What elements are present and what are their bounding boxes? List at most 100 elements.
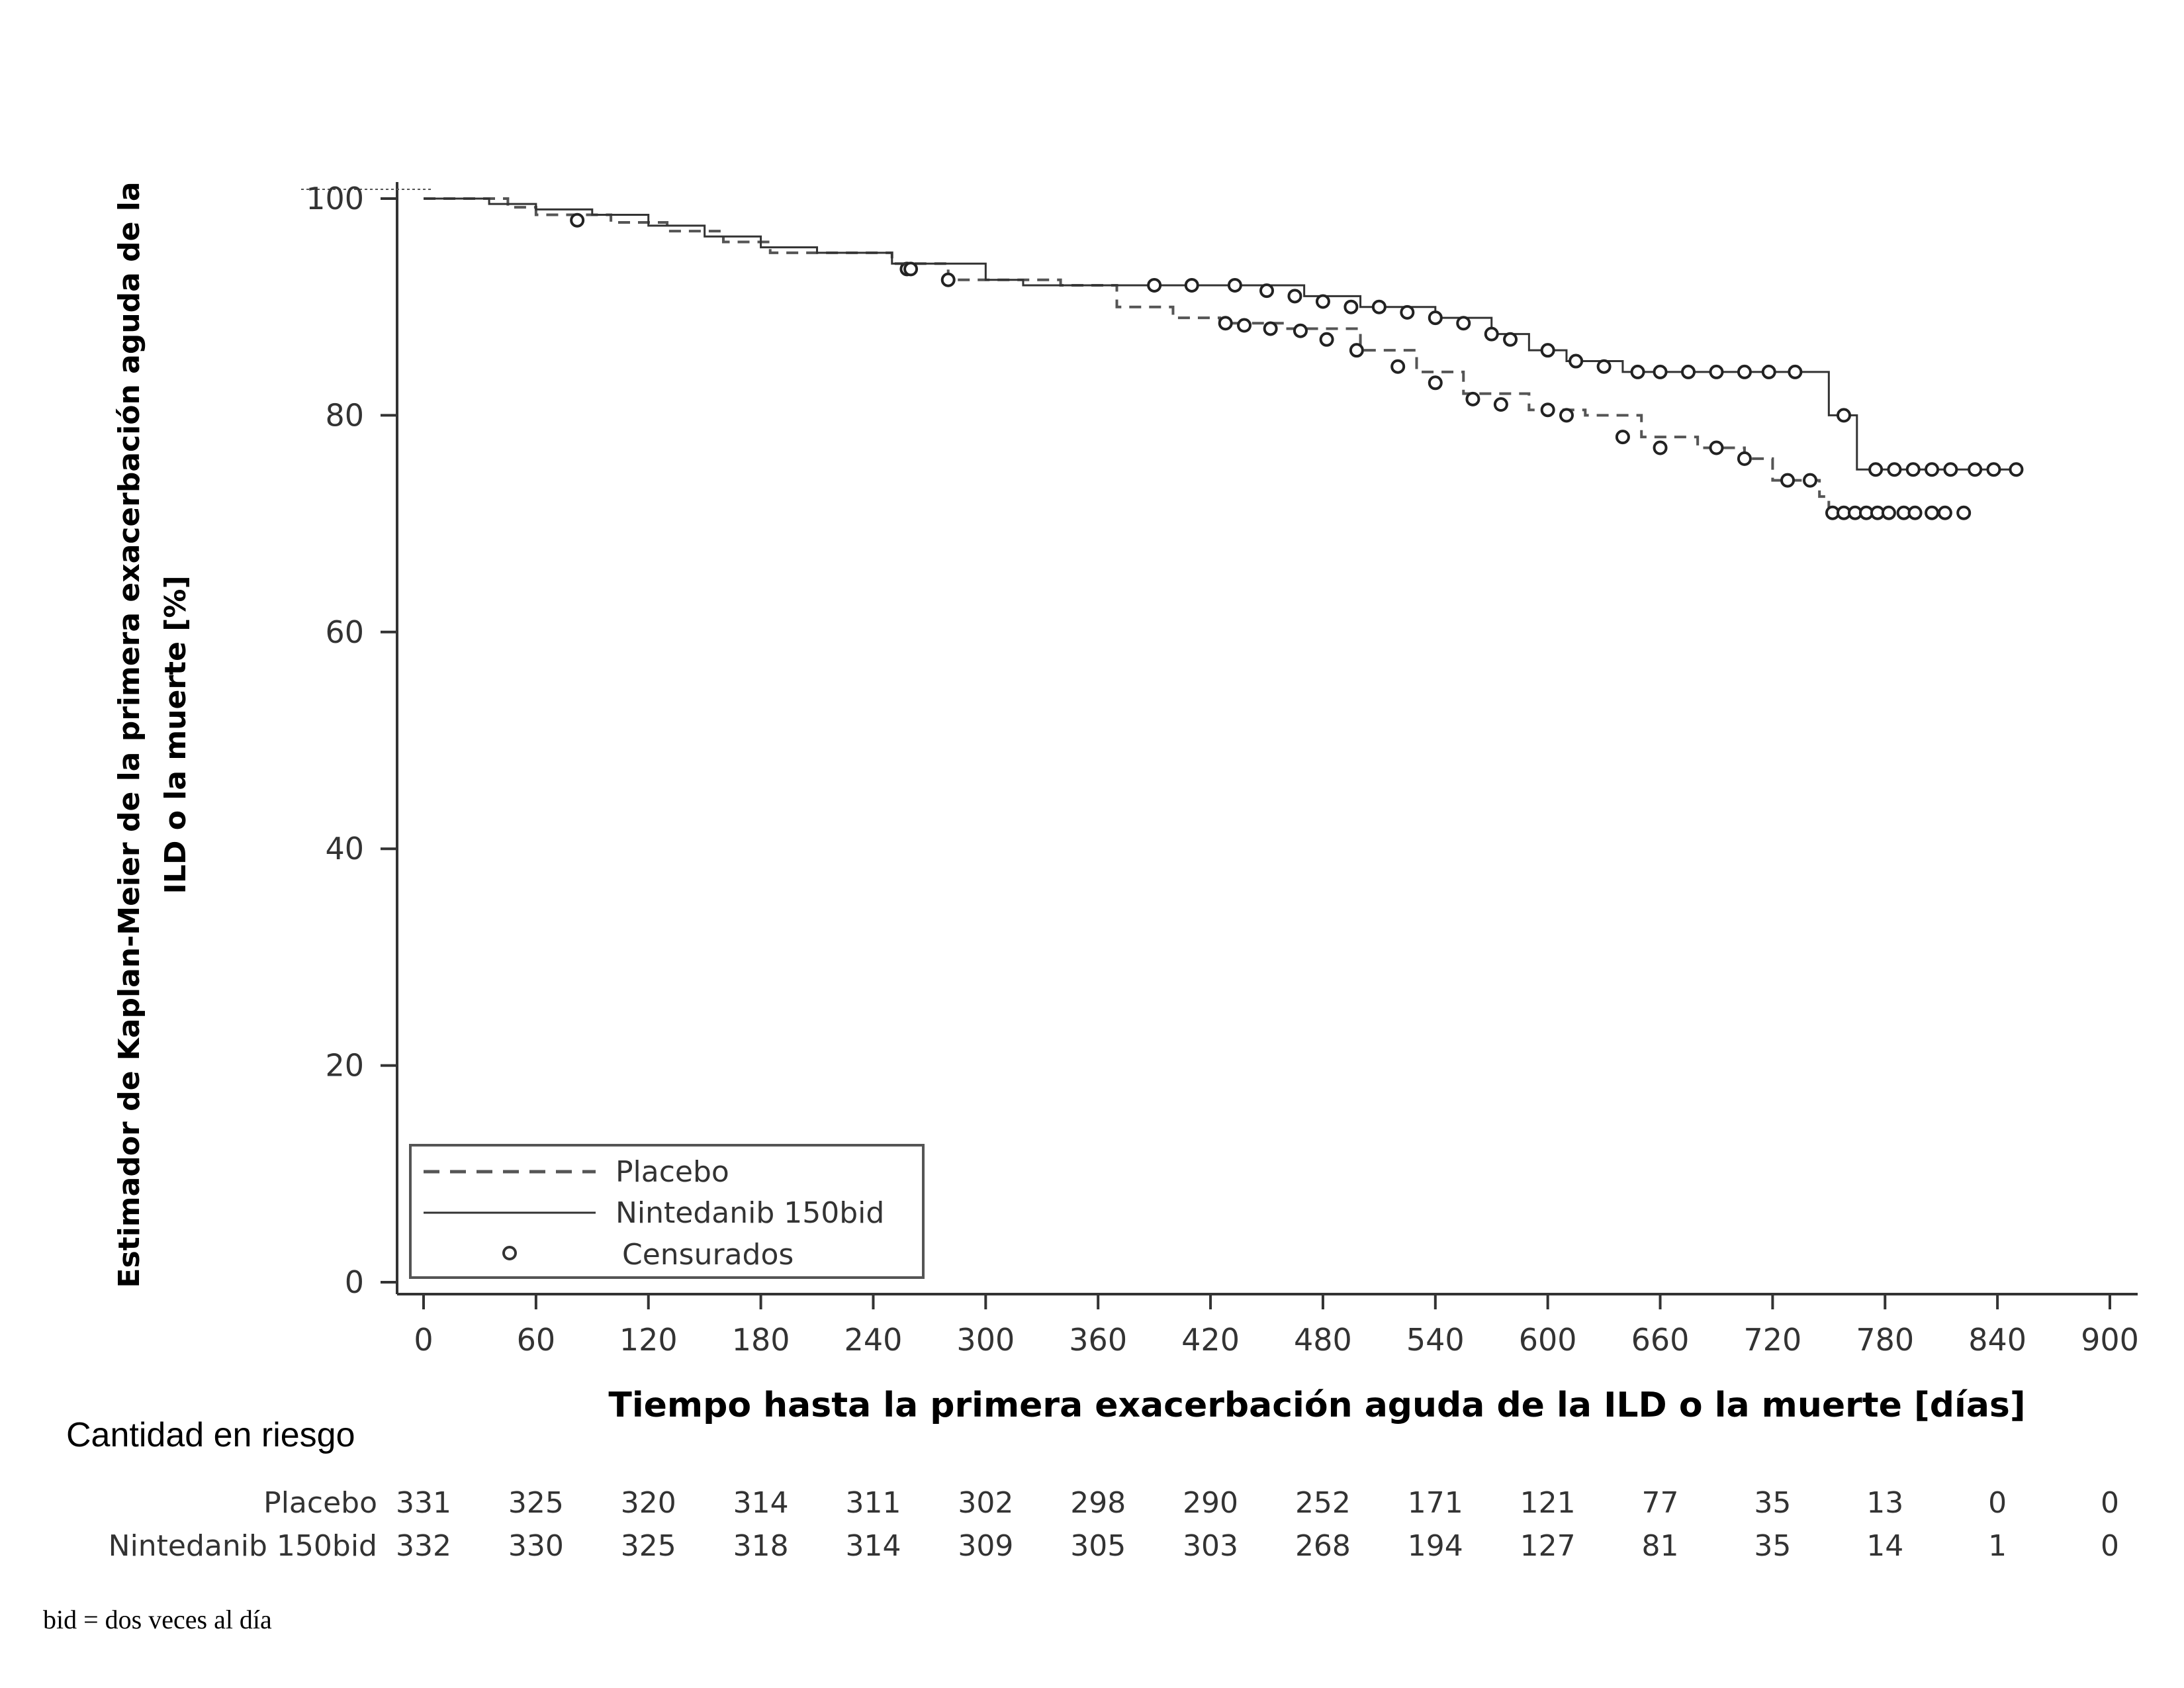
risk-value: 171	[1408, 1486, 1463, 1520]
x-tick-label: 300	[956, 1322, 1015, 1358]
censored-marker	[1218, 316, 1233, 331]
censored-marker	[1184, 277, 1199, 293]
risk-value: 302	[958, 1486, 1013, 1520]
footnote: bid = dos veces al día	[43, 1605, 272, 1634]
risk-value: 320	[621, 1486, 676, 1520]
censored-marker	[1456, 316, 1471, 331]
censored-marker	[940, 272, 956, 287]
y-axis-title: Estimador de Kaplan-Meier de la primera …	[113, 181, 193, 1288]
legend: Placebo Nintedanib 150bid Censurados	[409, 1144, 925, 1279]
censored-marker	[1371, 299, 1387, 314]
risk-value: 14	[1866, 1529, 1903, 1563]
y-tick-label: 0	[345, 1264, 364, 1300]
x-axis-title: Tiempo hasta la primera exacerbación agu…	[608, 1385, 2025, 1425]
censored-marker	[2009, 462, 2024, 477]
censored-marker	[1681, 364, 1696, 379]
y-tick-label: 100	[306, 181, 364, 216]
censored-marker	[1925, 462, 1940, 477]
risk-value: 268	[1295, 1529, 1351, 1563]
censored-marker	[1540, 402, 1555, 418]
risk-value: 331	[396, 1486, 451, 1520]
risk-value: 309	[958, 1529, 1013, 1563]
censored-marker	[1887, 462, 1902, 477]
y-tick-label: 20	[325, 1048, 364, 1084]
risk-value: 13	[1866, 1486, 1903, 1520]
y-tick-label: 60	[325, 614, 364, 650]
censored-marker	[1263, 321, 1278, 336]
censored-marker	[1836, 408, 1851, 423]
x-tick-label: 600	[1519, 1322, 1577, 1358]
x-tick-label: 840	[1968, 1322, 2026, 1358]
censored-marker	[1540, 343, 1555, 358]
x-tick-label: 480	[1294, 1322, 1352, 1358]
legend-box	[409, 1144, 925, 1279]
censored-marker	[1293, 323, 1308, 338]
risk-value: 81	[1642, 1529, 1679, 1563]
censored-marker	[1465, 391, 1480, 406]
x-tick-label: 780	[1856, 1322, 1914, 1358]
risk-value: 325	[621, 1529, 676, 1563]
x-tick-label: 540	[1406, 1322, 1465, 1358]
censored-marker	[1761, 364, 1776, 379]
censored-marker	[1237, 318, 1252, 333]
x-tick-label: 120	[619, 1322, 678, 1358]
censored-marker	[1653, 440, 1668, 455]
x-tick-label: 240	[844, 1322, 903, 1358]
risk-value: 127	[1520, 1529, 1576, 1563]
censored-marker	[1259, 283, 1274, 299]
legend-placebo-label: Placebo	[615, 1155, 729, 1189]
censored-marker	[1803, 473, 1818, 488]
risk-value: 194	[1408, 1529, 1463, 1563]
censored-marker	[1503, 332, 1518, 347]
risk-value: 311	[845, 1486, 901, 1520]
x-tick-label: 0	[414, 1322, 433, 1358]
censored-marker	[1569, 353, 1584, 369]
risk-row-label: Nintedanib 150bid	[109, 1529, 377, 1563]
risk-value: 77	[1642, 1486, 1679, 1520]
risk-value: 332	[396, 1529, 451, 1563]
censored-marker	[1925, 505, 1940, 520]
censored-marker	[1956, 505, 1972, 520]
risk-value: 0	[1988, 1486, 2007, 1520]
censored-marker	[1780, 473, 1796, 488]
censored-marker	[1400, 305, 1415, 320]
censored-marker	[1428, 310, 1443, 326]
censored-marker	[570, 212, 585, 228]
risk-value: 314	[733, 1486, 789, 1520]
censored-marker	[1968, 462, 1983, 477]
censored-marker	[1484, 326, 1499, 342]
risk-table-title: Cantidad en riesgo	[66, 1416, 355, 1454]
risk-value: 35	[1754, 1486, 1791, 1520]
x-tick-label: 360	[1069, 1322, 1127, 1358]
risk-value: 290	[1183, 1486, 1238, 1520]
censored-marker	[1227, 277, 1242, 293]
censored-marker	[903, 261, 919, 277]
x-tick-label: 900	[2081, 1322, 2139, 1358]
y-axis-title-line-1: Estimador de Kaplan-Meier de la primera …	[113, 181, 146, 1288]
censored-marker	[1881, 505, 1896, 520]
x-ticks: 0 60 120 180 240 300 360 420 480 540 600 660 720 780 8…	[414, 1294, 2139, 1358]
censored-marker	[1615, 430, 1630, 445]
censored-marker	[1905, 462, 1921, 477]
censored-marker	[1788, 364, 1803, 379]
risk-value: 314	[845, 1529, 901, 1563]
x-tick-label: 660	[1631, 1322, 1690, 1358]
censored-marker	[1596, 359, 1612, 374]
censored-marker	[1390, 359, 1406, 374]
risk-value: 303	[1183, 1529, 1238, 1563]
risk-value: 0	[2101, 1529, 2119, 1563]
censored-marker	[1907, 505, 1923, 520]
censored-marker	[1937, 505, 1952, 520]
censored-marker	[1147, 277, 1162, 293]
risk-value: 0	[2101, 1486, 2119, 1520]
x-tick-label: 180	[732, 1322, 790, 1358]
series-layer	[424, 197, 2024, 520]
censored-marker	[1986, 462, 2001, 477]
x-tick-label: 60	[517, 1322, 556, 1358]
risk-value: 325	[508, 1486, 564, 1520]
risk-value: 305	[1070, 1529, 1126, 1563]
censored-marker	[1653, 364, 1668, 379]
risk-table: Placebo Nintedanib 150bid 331 325 320 314 31…	[109, 1486, 2119, 1563]
